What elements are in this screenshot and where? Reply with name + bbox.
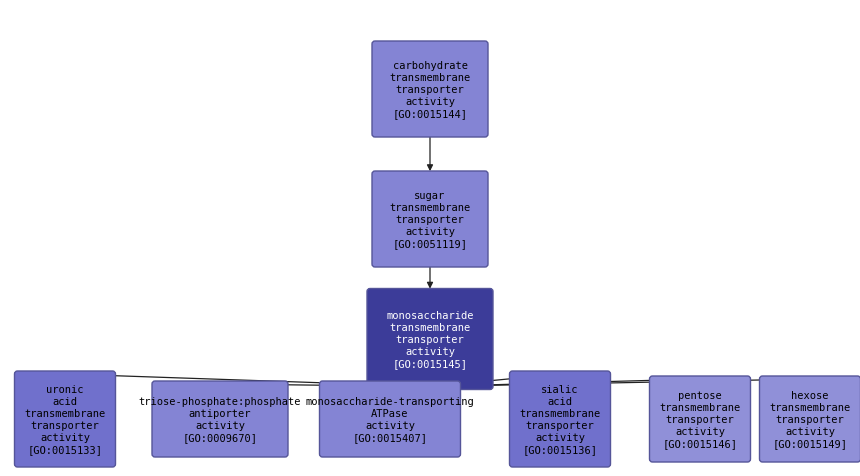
- Text: pentose
transmembrane
transporter
activity
[GO:0015146]: pentose transmembrane transporter activi…: [660, 390, 740, 448]
- Text: triose-phosphate:phosphate
antiporter
activity
[GO:0009670]: triose-phosphate:phosphate antiporter ac…: [138, 396, 301, 442]
- Text: sialic
acid
transmembrane
transporter
activity
[GO:0015136]: sialic acid transmembrane transporter ac…: [519, 384, 600, 454]
- Text: carbohydrate
transmembrane
transporter
activity
[GO:0015144]: carbohydrate transmembrane transporter a…: [390, 61, 470, 119]
- Text: sugar
transmembrane
transporter
activity
[GO:0051119]: sugar transmembrane transporter activity…: [390, 190, 470, 248]
- FancyBboxPatch shape: [509, 371, 611, 467]
- FancyBboxPatch shape: [372, 172, 488, 268]
- Text: monosaccharide
transmembrane
transporter
activity
[GO:0015145]: monosaccharide transmembrane transporter…: [386, 310, 474, 368]
- Text: uronic
acid
transmembrane
transporter
activity
[GO:0015133]: uronic acid transmembrane transporter ac…: [24, 384, 106, 454]
- Text: monosaccharide-transporting
ATPase
activity
[GO:0015407]: monosaccharide-transporting ATPase activ…: [305, 396, 475, 442]
- FancyBboxPatch shape: [649, 376, 751, 462]
- FancyBboxPatch shape: [15, 371, 115, 467]
- FancyBboxPatch shape: [367, 289, 493, 390]
- FancyBboxPatch shape: [759, 376, 860, 462]
- FancyBboxPatch shape: [320, 381, 460, 457]
- FancyBboxPatch shape: [372, 42, 488, 138]
- FancyBboxPatch shape: [152, 381, 288, 457]
- Text: hexose
transmembrane
transporter
activity
[GO:0015149]: hexose transmembrane transporter activit…: [770, 390, 851, 448]
